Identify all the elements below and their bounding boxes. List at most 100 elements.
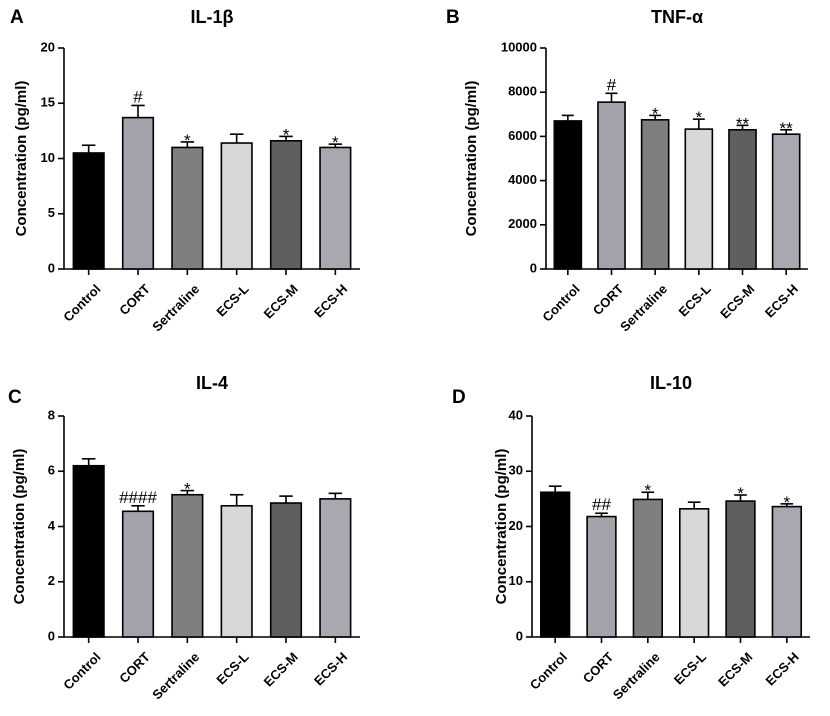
y-tick-label: 10000 (501, 39, 537, 54)
chart-title: IL-10 (650, 373, 692, 393)
x-tick-label: ECS-M (261, 649, 301, 689)
significance-marker: * (652, 104, 659, 123)
x-tick-label: ECS-M (261, 281, 301, 321)
bar-control (72, 464, 105, 638)
significance-marker: * (696, 108, 703, 127)
bar-cort (121, 116, 155, 270)
y-tick-label: 30 (509, 463, 523, 478)
panel-a: A IL-1β Concentration (pg/ml) 0 5 10 15 20 Contr… (10, 7, 360, 334)
significance-marker: * (283, 125, 290, 144)
significance-marker: * (332, 133, 339, 152)
y-tick-label: 0 (516, 628, 523, 643)
x-tick-label: Control (60, 281, 103, 324)
x-tick-label: ECS-L (213, 281, 251, 319)
bar-cort (121, 510, 155, 638)
panel-c: C IL-4 Concentration (pg/ml) 0 2 4 6 8 Control CO… (8, 373, 360, 702)
y-tick-label: 0 (48, 628, 55, 643)
panel-letter: C (8, 387, 22, 408)
y-tick-label: 10 (41, 150, 55, 165)
x-tick-label: CORT (116, 281, 153, 318)
chart-title: TNF-α (651, 7, 703, 27)
bar-ecs-l (220, 504, 253, 638)
significance-marker: * (184, 131, 191, 150)
bar-ecs-l (679, 508, 710, 638)
significance-marker: * (784, 493, 791, 512)
y-tick-label: 20 (41, 39, 55, 54)
significance-marker: # (607, 75, 617, 94)
y-tick-label: 0 (48, 260, 55, 275)
y-tick-label: 8 (48, 407, 55, 422)
bar-sertraline (171, 493, 204, 638)
panel-letter: A (10, 7, 24, 28)
y-tick-label: 8000 (508, 84, 537, 99)
x-tick-label: ECS-H (311, 649, 350, 688)
y-tick-label: 10 (509, 573, 523, 588)
bar-cort (597, 101, 626, 270)
y-axis-label: Concentration (pg/ml) (463, 81, 480, 237)
y-tick-label: 20 (509, 518, 523, 533)
bar-sertraline (640, 119, 670, 270)
x-tick-label: Sertraline (149, 281, 202, 334)
significance-marker: * (645, 481, 652, 500)
y-axis-label: Concentration (pg/ml) (493, 449, 510, 605)
x-tick-label: ECS-M (717, 281, 757, 321)
panel-letter: D (452, 387, 466, 408)
significance-marker: # (133, 87, 143, 106)
x-tick-label: Sertraline (617, 281, 670, 334)
y-axis-label: Concentration (pg/ml) (13, 81, 30, 237)
y-tick-label: 6 (48, 463, 55, 478)
bar-ecs-m (269, 502, 303, 638)
panel-d: D IL-10 Concentration (pg/ml) 0 10 20 30 40 Cont… (452, 373, 810, 702)
bar-ecs-h (771, 133, 801, 270)
bar-ecs-m (725, 500, 756, 638)
x-tick-label: Control (60, 649, 103, 692)
y-tick-label: 15 (41, 95, 55, 110)
x-tick-label: ECS-L (213, 649, 251, 687)
y-axis-label: Concentration (pg/ml) (11, 449, 28, 605)
bar-ecs-h (319, 498, 352, 638)
bar-cort (586, 515, 617, 638)
significance-marker: ## (592, 495, 611, 514)
panel-b: B TNF-α Concentration (pg/ml) 0 2000 4000 6000… (446, 7, 808, 334)
y-tick-label: 4 (48, 518, 56, 533)
bar-control (553, 120, 583, 270)
x-tick-label: CORT (590, 281, 627, 318)
chart-title: IL-4 (196, 373, 228, 393)
significance-marker: * (184, 480, 191, 499)
significance-marker: #### (119, 488, 157, 507)
y-tick-label: 6000 (508, 128, 537, 143)
bar-sertraline (171, 146, 204, 270)
x-tick-label: ECS-L (676, 281, 714, 319)
significance-marker: ** (780, 119, 794, 138)
bar-control (540, 491, 571, 638)
significance-marker: ** (736, 114, 750, 133)
y-tick-label: 40 (509, 407, 523, 422)
y-tick-label: 0 (530, 260, 537, 275)
x-tick-label: Control (539, 281, 582, 324)
x-tick-label: ECS-H (762, 281, 801, 320)
bar-ecs-m (269, 140, 303, 270)
panel-letter: B (446, 7, 460, 28)
x-tick-label: ECS-H (763, 649, 802, 688)
x-tick-label: ECS-H (311, 281, 350, 320)
x-tick-label: CORT (116, 649, 153, 686)
significance-marker: * (737, 484, 744, 503)
x-tick-label: Sertraline (149, 649, 202, 702)
x-tick-label: Control (527, 649, 570, 692)
x-tick-label: Sertraline (610, 649, 663, 702)
x-tick-label: CORT (580, 649, 617, 686)
y-tick-label: 4000 (508, 172, 537, 187)
x-tick-label: ECS-M (715, 649, 755, 689)
y-tick-label: 2000 (508, 216, 537, 231)
bar-ecs-l (684, 128, 714, 270)
bar-sertraline (632, 498, 663, 638)
bar-ecs-m (728, 128, 757, 270)
x-tick-label: ECS-L (671, 649, 709, 687)
bar-ecs-h (771, 505, 802, 638)
bar-control (72, 152, 105, 270)
chart-title: IL-1β (191, 7, 234, 27)
y-tick-label: 5 (48, 205, 55, 220)
y-tick-label: 2 (48, 573, 55, 588)
bar-ecs-h (319, 146, 352, 270)
